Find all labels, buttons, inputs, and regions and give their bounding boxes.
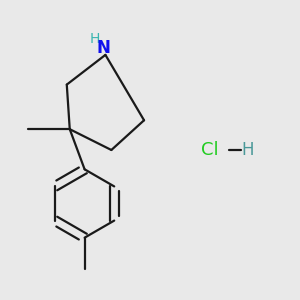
Text: N: N [96,39,110,57]
Text: H: H [242,141,254,159]
Text: Cl: Cl [201,141,218,159]
Text: H: H [90,32,100,46]
